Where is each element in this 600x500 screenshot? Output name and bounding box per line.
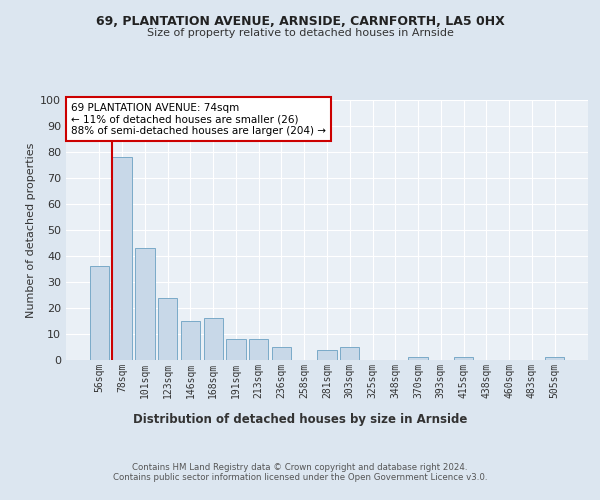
Bar bbox=[340, 347, 359, 360]
Bar bbox=[317, 350, 337, 360]
Bar bbox=[454, 358, 473, 360]
Bar bbox=[272, 347, 291, 360]
Bar bbox=[135, 248, 155, 360]
Bar bbox=[545, 358, 564, 360]
Y-axis label: Number of detached properties: Number of detached properties bbox=[26, 142, 36, 318]
Bar bbox=[112, 157, 132, 360]
Bar bbox=[181, 321, 200, 360]
Bar bbox=[409, 358, 428, 360]
Bar bbox=[90, 266, 109, 360]
Text: 69, PLANTATION AVENUE, ARNSIDE, CARNFORTH, LA5 0HX: 69, PLANTATION AVENUE, ARNSIDE, CARNFORT… bbox=[95, 15, 505, 28]
Text: Distribution of detached houses by size in Arnside: Distribution of detached houses by size … bbox=[133, 412, 467, 426]
Bar bbox=[249, 339, 268, 360]
Bar bbox=[203, 318, 223, 360]
Text: Size of property relative to detached houses in Arnside: Size of property relative to detached ho… bbox=[146, 28, 454, 38]
Text: Contains HM Land Registry data © Crown copyright and database right 2024.
Contai: Contains HM Land Registry data © Crown c… bbox=[113, 462, 487, 482]
Bar bbox=[158, 298, 178, 360]
Text: 69 PLANTATION AVENUE: 74sqm
← 11% of detached houses are smaller (26)
88% of sem: 69 PLANTATION AVENUE: 74sqm ← 11% of det… bbox=[71, 102, 326, 136]
Bar bbox=[226, 339, 245, 360]
